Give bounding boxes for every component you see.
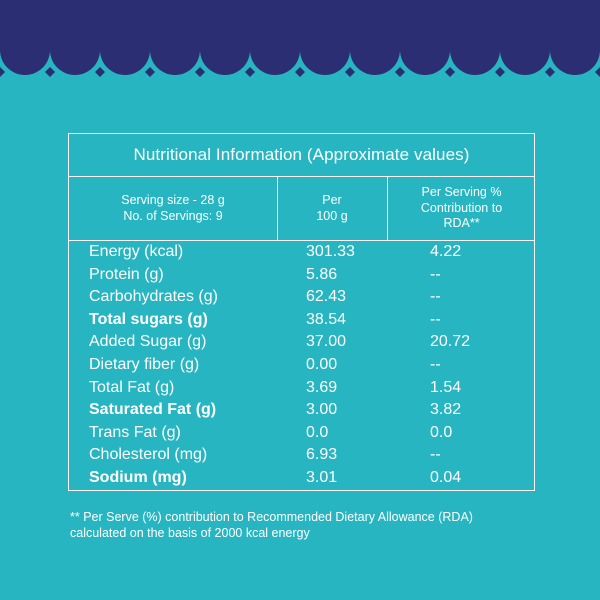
rda-value: 4.22: [430, 243, 462, 260]
rda-header: Per Serving % Contribution to RDA**: [387, 177, 536, 240]
diamond-ornament: [495, 67, 505, 77]
rda-value: --: [430, 265, 441, 283]
diamond-ornament: [445, 67, 455, 77]
diamond-ornament: [195, 67, 205, 77]
per-header-line2: 100 g: [316, 208, 348, 223]
rda-value: 3.82: [430, 401, 462, 419]
per-100g-value: 3.00: [306, 401, 338, 419]
table-row: Dietary fiber (g) 0.00 --: [69, 356, 534, 378]
nutrient-name: Cholesterol (mg): [89, 446, 208, 464]
nutrient-name: Protein (g): [89, 265, 164, 283]
nutrient-name: Energy (kcal): [89, 243, 184, 260]
table-title: Nutritional Information (Approximate val…: [69, 134, 534, 177]
rda-value: --: [430, 288, 441, 306]
rda-header-line2: Contribution to: [420, 200, 503, 215]
diamond-ornament: [295, 67, 305, 77]
per-100g-value: 301.33: [306, 243, 355, 260]
table-row: Energy (kcal) 301.33 4.22: [69, 243, 534, 265]
diamond-ornament: [45, 67, 55, 77]
diamond-ornament: [245, 67, 255, 77]
table-row: Sodium (mg) 3.01 0.04: [69, 469, 534, 491]
per-100g-value: 3.01: [306, 469, 338, 486]
diamond-ornament: [345, 67, 355, 77]
per-header-line1: Per: [322, 193, 342, 207]
per-100g-value: 37.00: [306, 333, 347, 351]
footnote-line1: ** Per Serve (%) contribution to Recomme…: [70, 510, 473, 524]
per-100g-header: Per 100 g: [277, 177, 387, 240]
serving-size-text: Serving size - 28 g: [121, 193, 225, 207]
table-row: Protein (g) 5.86 --: [69, 266, 534, 288]
table-row: Added Sugar (g) 37.00 20.72: [69, 333, 534, 355]
table-row: Cholesterol (mg) 6.93 --: [69, 446, 534, 468]
rda-value: 0.04: [430, 469, 462, 486]
table-row: Total sugars (g) 38.54 --: [69, 311, 534, 333]
footnote-line2: calculated on the basis of 2000 kcal ene…: [70, 526, 310, 540]
serving-info-header: Serving size - 28 g No. of Servings: 9: [69, 177, 277, 240]
diamond-ornament: [595, 67, 600, 77]
rda-value: 1.54: [430, 378, 462, 396]
per-100g-value: 62.43: [306, 288, 347, 306]
servings-count-text: No. of Servings: 9: [123, 208, 223, 223]
rda-header-line1: Per Serving %: [421, 185, 502, 200]
column-divider: [277, 177, 278, 240]
column-divider: [387, 177, 388, 240]
diamond-ornament: [95, 67, 105, 77]
per-100g-value: 38.54: [306, 310, 347, 328]
nutrient-name: Saturated Fat (g): [89, 401, 217, 419]
diamond-ornament: [145, 67, 155, 77]
rda-value: 20.72: [430, 333, 471, 351]
scallop-pattern-graphic: [0, 0, 600, 77]
table-row: Trans Fat (g) 0.0 0.0: [69, 424, 534, 446]
nutrient-name: Total Fat (g): [89, 378, 175, 396]
rda-footnote: ** Per Serve (%) contribution to Recomme…: [70, 509, 570, 541]
nutrient-name: Total sugars (g): [89, 310, 208, 328]
rda-value: --: [430, 310, 441, 328]
table-row: Saturated Fat (g) 3.00 3.82: [69, 401, 534, 423]
rda-value: --: [430, 446, 441, 464]
rda-value: --: [430, 356, 441, 373]
nutrient-name: Trans Fat (g): [89, 423, 181, 441]
diamond-ornament: [545, 67, 555, 77]
nutrient-name: Dietary fiber (g): [89, 356, 200, 373]
diamond-ornament: [395, 67, 405, 77]
diamond-ornament: [0, 67, 5, 77]
per-100g-value: 0.00: [306, 356, 338, 373]
nutrient-name: Added Sugar (g): [89, 333, 207, 351]
per-100g-value: 3.69: [306, 378, 338, 396]
nutrition-table: Nutritional Information (Approximate val…: [68, 133, 535, 491]
table-row: Carbohydrates (g) 62.43 --: [69, 288, 534, 310]
per-100g-value: 6.93: [306, 446, 338, 464]
table-row: Total Fat (g) 3.69 1.54: [69, 379, 534, 401]
rda-value: 0.0: [430, 423, 453, 441]
rda-header-line3: RDA**: [443, 216, 480, 231]
per-100g-value: 5.86: [306, 265, 338, 283]
nutrient-name: Carbohydrates (g): [89, 288, 218, 306]
nutrient-name: Sodium (mg): [89, 469, 187, 486]
decorative-scalloped-band: [0, 0, 600, 80]
per-100g-value: 0.0: [306, 423, 329, 441]
header-divider: [69, 240, 534, 241]
